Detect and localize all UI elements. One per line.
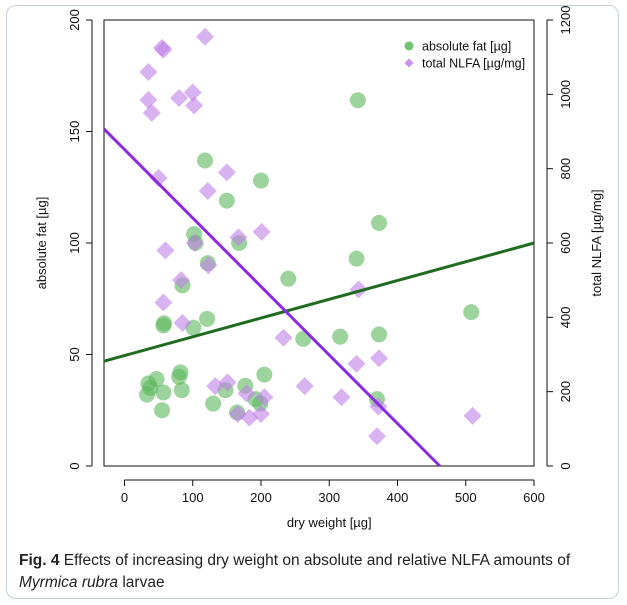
nlfa-point [154,293,173,312]
right-tick-label: 400 [558,306,573,328]
nlfa-point [463,406,482,425]
x-tick-label: 200 [250,490,272,505]
legend-fat-label: absolute fat [µg] [422,40,511,54]
nlfa-point [199,256,218,275]
nlfa-point [142,103,161,122]
fat-point [156,315,173,332]
fat-point [252,172,269,189]
nlfa-point [154,40,173,59]
nlfa-trend-line [102,127,441,468]
right-tick-label: 600 [558,232,573,254]
left-tick-label: 150 [67,121,82,143]
axes: 0 100 200 300 400 500 600 dry weight [µg] 0 50 100… [34,6,604,530]
nlfa-point [274,328,293,347]
nlfa-point [370,349,389,368]
left-tick-label: 200 [67,9,82,31]
x-tick-label: 0 [121,490,128,505]
left-tick-label: 0 [67,462,82,469]
right-tick-label: 800 [558,158,573,180]
nlfa-point [251,404,270,423]
nlfa-point [173,313,192,332]
nlfa-point [255,388,274,407]
right-tick-label: 0 [558,462,573,469]
x-axis-title: dry weight [µg] [287,515,372,530]
nlfa-point [369,397,388,416]
fat-trend-line [103,241,535,363]
caption-text: Effects of increasing dry weight on abso… [59,552,571,569]
fat-point [205,395,222,412]
nlfa-point [368,427,387,446]
nlfa-point [156,241,175,260]
nlfa-point [185,96,204,115]
fat-point [173,382,190,399]
fat-point [154,402,171,419]
legend-nlfa-label: total NLFA [µg/mg] [422,57,525,71]
fat-point [348,250,365,267]
right-tick-label: 1000 [558,80,573,109]
fat-point [371,326,388,343]
figure-frame: 0 100 200 300 400 500 600 dry weight [µg] 0 50 100… [6,5,619,599]
fat-point [148,371,165,388]
nlfa-point [217,163,236,182]
nlfa-point [196,27,215,46]
fat-point [256,366,273,383]
fat-point [463,304,480,321]
nlfa-point [237,384,256,403]
nlfa-point [139,90,158,109]
nlfa-point [347,354,366,373]
nlfa-point [170,89,189,108]
nlfa-point [198,181,217,200]
fat-point [155,384,172,401]
right-axis-title: total NLFA [µg/mg] [589,189,604,296]
trend-lines [102,127,535,468]
fat-point [349,92,366,109]
nlfa-point [218,373,237,392]
nlfa-point [172,271,191,290]
right-tick-label: 1200 [558,6,573,34]
fat-point [332,328,349,345]
caption-tail: larvae [118,574,165,591]
fat-point [199,310,216,327]
fat-point [197,152,214,169]
nlfa-point [332,388,351,407]
legend-nlfa-marker [404,58,414,68]
x-tick-label: 500 [455,490,477,505]
right-tick-label: 200 [558,381,573,403]
x-tick-label: 400 [387,490,409,505]
caption-species: Myrmica rubra [19,574,119,591]
nlfa-point [185,234,204,252]
data-points [139,27,482,446]
fat-point [280,270,297,287]
plot-box [103,19,535,467]
x-tick-label: 300 [318,490,340,505]
x-tick-label: 600 [523,490,545,505]
nlfa-point [295,377,314,396]
figure-label: Fig. 4 [19,552,60,569]
fat-point [371,214,388,231]
figure-caption: Fig. 4 Effects of increasing dry weight … [19,550,609,594]
fat-point [172,364,189,381]
left-tick-label: 100 [67,232,82,254]
nlfa-point [229,228,248,247]
left-tick-label: 50 [67,347,82,361]
legend-fat-marker [404,41,414,51]
nlfa-point [252,222,271,241]
fat-point [218,192,235,209]
plot-border [103,19,535,467]
x-tick-label: 100 [182,490,204,505]
scatter-plot: 0 100 200 300 400 500 600 dry weight [µg] 0 50 100… [34,6,604,530]
left-axis-title: absolute fat [µg] [34,197,49,290]
nlfa-point [149,168,168,187]
nlfa-point [183,83,202,102]
nlfa-point [139,63,158,82]
legend: absolute fat [µg] total NLFA [µg/mg] [404,40,525,71]
